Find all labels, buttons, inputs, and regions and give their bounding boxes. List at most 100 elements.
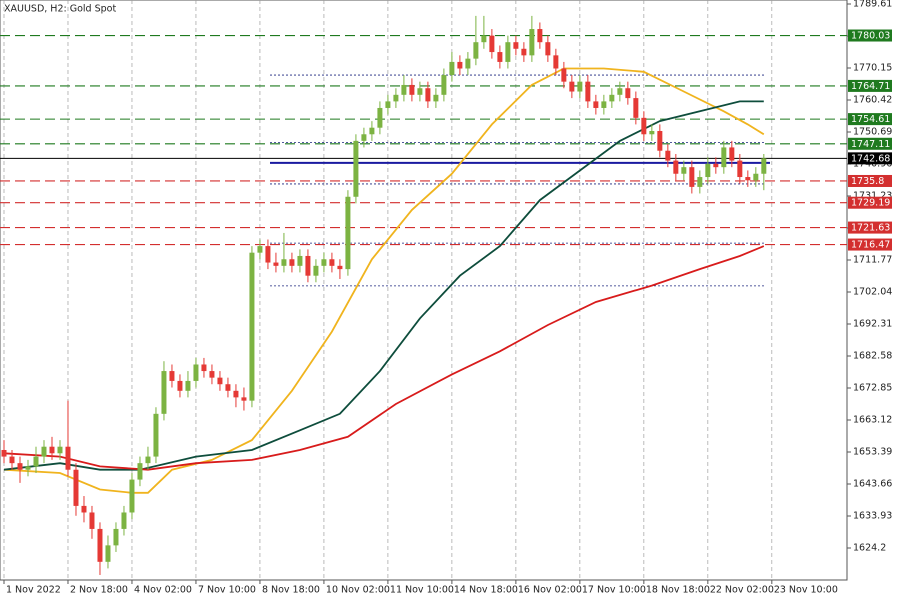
candle-body bbox=[113, 528, 119, 546]
candle-body bbox=[577, 81, 583, 92]
candle-body bbox=[609, 94, 615, 102]
candle-body bbox=[121, 512, 127, 529]
level-label: 1780.03 bbox=[851, 31, 890, 42]
candle-body bbox=[545, 42, 551, 56]
candle-body bbox=[9, 456, 15, 464]
level-label: 1747.11 bbox=[851, 139, 890, 150]
x-tick-label: 17 Nov 10:00 bbox=[582, 585, 646, 596]
x-tick-label: 11 Nov 10:00 bbox=[390, 585, 454, 596]
candle-body bbox=[401, 84, 407, 95]
candle-body bbox=[89, 512, 95, 529]
level-label-box bbox=[848, 152, 892, 165]
candle-body bbox=[185, 380, 191, 391]
candle-body bbox=[633, 98, 639, 118]
candle-body bbox=[665, 150, 671, 161]
candle-body bbox=[25, 466, 31, 470]
candle-body bbox=[593, 101, 599, 108]
candle-body bbox=[481, 35, 487, 43]
candle-body bbox=[529, 29, 535, 56]
candle-body bbox=[209, 371, 215, 378]
candle-body bbox=[369, 127, 375, 135]
candle-body bbox=[321, 259, 327, 266]
candle-body bbox=[625, 88, 631, 99]
candle-body bbox=[681, 167, 687, 174]
candle-body bbox=[457, 61, 463, 69]
y-tick-label: 1789.61 bbox=[853, 0, 892, 10]
candle-body bbox=[617, 88, 623, 95]
candle-body bbox=[385, 101, 391, 108]
candle-body bbox=[57, 446, 63, 454]
level-label-box bbox=[848, 221, 892, 234]
candle-body bbox=[17, 463, 23, 470]
candle-body bbox=[345, 196, 351, 270]
candle-body bbox=[281, 259, 287, 266]
y-tick-label: 1692.31 bbox=[853, 319, 892, 330]
candle-body bbox=[249, 252, 255, 401]
candle-body bbox=[737, 160, 743, 178]
candle-body bbox=[393, 94, 399, 102]
candle-body bbox=[137, 463, 143, 480]
candle-body bbox=[225, 384, 231, 391]
candle-body bbox=[417, 88, 423, 95]
y-tick-label: 1633.93 bbox=[853, 511, 892, 522]
x-tick-label: 1 Nov 2022 bbox=[6, 585, 61, 596]
candle-body bbox=[153, 413, 159, 457]
candle-body bbox=[201, 364, 207, 372]
y-tick-label: 1760.42 bbox=[853, 95, 892, 106]
candle-body bbox=[177, 380, 183, 391]
candle-body bbox=[409, 84, 415, 95]
y-tick-label: 1624.2 bbox=[853, 543, 886, 554]
candle-body bbox=[721, 147, 727, 168]
candle-body bbox=[449, 61, 455, 76]
candle-body bbox=[241, 397, 247, 401]
candle-body bbox=[537, 29, 543, 43]
plot-frame bbox=[0, 0, 848, 581]
candle-body bbox=[377, 107, 383, 128]
candle-body bbox=[505, 42, 511, 62]
candle-body bbox=[289, 259, 295, 266]
ma-line bbox=[3, 67, 765, 494]
candle-body bbox=[673, 160, 679, 174]
candle-body bbox=[761, 158, 767, 174]
candle-body bbox=[297, 255, 303, 266]
y-tick-label: 1672.85 bbox=[853, 383, 892, 394]
level-label: 1735.8 bbox=[851, 176, 884, 187]
candle-body bbox=[649, 130, 655, 135]
x-tick-label: 2 Nov 18:00 bbox=[70, 585, 128, 596]
candle-body bbox=[473, 42, 479, 59]
x-tick-label: 10 Nov 02:00 bbox=[326, 585, 390, 596]
x-tick-label: 8 Nov 18:00 bbox=[262, 585, 320, 596]
level-label-box bbox=[848, 29, 892, 42]
candle-body bbox=[425, 88, 431, 102]
level-label-box bbox=[848, 174, 892, 187]
candle-body bbox=[433, 94, 439, 102]
x-tick-label: 7 Nov 10:00 bbox=[198, 585, 256, 596]
candle-body bbox=[193, 364, 199, 381]
candle-body bbox=[585, 81, 591, 102]
x-tick-label: 14 Nov 18:00 bbox=[454, 585, 518, 596]
candle-body bbox=[33, 456, 39, 467]
candle-body bbox=[745, 177, 751, 181]
candle-body bbox=[169, 371, 175, 381]
level-label-box bbox=[848, 196, 892, 209]
candle-body bbox=[641, 117, 647, 135]
candle-body bbox=[513, 42, 519, 49]
candle-body bbox=[273, 262, 279, 266]
candle-body bbox=[569, 81, 575, 92]
level-label: 1716.47 bbox=[851, 240, 890, 251]
level-label-box bbox=[848, 113, 892, 126]
level-label: 1742.68 bbox=[851, 153, 890, 164]
candle-body bbox=[81, 505, 87, 513]
candle-body bbox=[465, 58, 471, 69]
level-label: 1764.71 bbox=[851, 81, 890, 92]
y-tick-label: 1750.69 bbox=[853, 127, 892, 138]
candle-body bbox=[305, 255, 311, 276]
y-tick-label: 1770.15 bbox=[853, 63, 892, 74]
candle-body bbox=[713, 163, 719, 168]
candle-body bbox=[233, 390, 239, 398]
candle-body bbox=[601, 101, 607, 108]
candle-body bbox=[441, 75, 447, 95]
level-label: 1721.63 bbox=[851, 223, 890, 234]
candle-body bbox=[689, 167, 695, 187]
candle-body bbox=[41, 446, 47, 457]
